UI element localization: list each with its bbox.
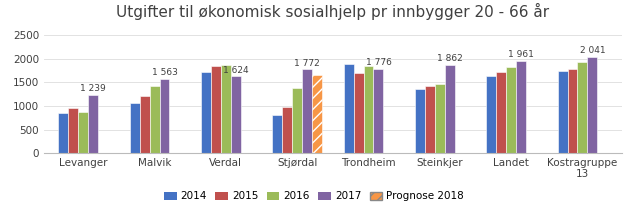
Bar xyxy=(425,86,435,153)
Text: 1 563: 1 563 xyxy=(151,69,178,78)
Bar xyxy=(211,66,221,153)
Bar xyxy=(58,113,68,153)
Bar xyxy=(445,65,455,153)
Text: 1 772: 1 772 xyxy=(295,59,320,68)
Bar xyxy=(374,69,384,153)
Bar xyxy=(415,89,425,153)
Bar xyxy=(354,73,364,153)
Bar xyxy=(292,88,302,153)
Bar xyxy=(496,72,506,153)
Text: 1 862: 1 862 xyxy=(437,54,463,63)
Bar xyxy=(516,60,526,153)
Bar xyxy=(221,65,231,153)
Bar xyxy=(568,69,578,153)
Text: 1 239: 1 239 xyxy=(80,84,106,93)
Bar xyxy=(578,62,587,153)
Bar xyxy=(88,95,98,153)
Bar xyxy=(506,67,516,153)
Bar xyxy=(201,72,211,153)
Bar xyxy=(312,75,322,153)
Bar xyxy=(68,108,78,153)
Bar xyxy=(344,64,354,153)
Bar xyxy=(160,79,170,153)
Bar xyxy=(282,107,292,153)
Bar xyxy=(435,84,445,153)
Bar xyxy=(587,57,597,153)
Text: 1 961: 1 961 xyxy=(508,50,534,59)
Bar xyxy=(272,115,282,153)
Text: 1 776: 1 776 xyxy=(365,58,391,67)
Bar xyxy=(486,76,496,153)
Bar xyxy=(139,96,149,153)
Bar xyxy=(231,76,241,153)
Bar xyxy=(149,86,160,153)
Bar xyxy=(129,103,139,153)
Text: 2 041: 2 041 xyxy=(580,46,605,55)
Bar xyxy=(302,69,312,153)
Bar xyxy=(78,112,88,153)
Bar xyxy=(558,72,568,153)
Bar xyxy=(364,66,374,153)
Legend: 2014, 2015, 2016, 2017, Prognose 2018: 2014, 2015, 2016, 2017, Prognose 2018 xyxy=(160,187,468,206)
Title: Utgifter til økonomisk sosialhjelp pr innbygger 20 - 66 år: Utgifter til økonomisk sosialhjelp pr in… xyxy=(116,3,550,20)
Text: 1 624: 1 624 xyxy=(223,66,249,75)
